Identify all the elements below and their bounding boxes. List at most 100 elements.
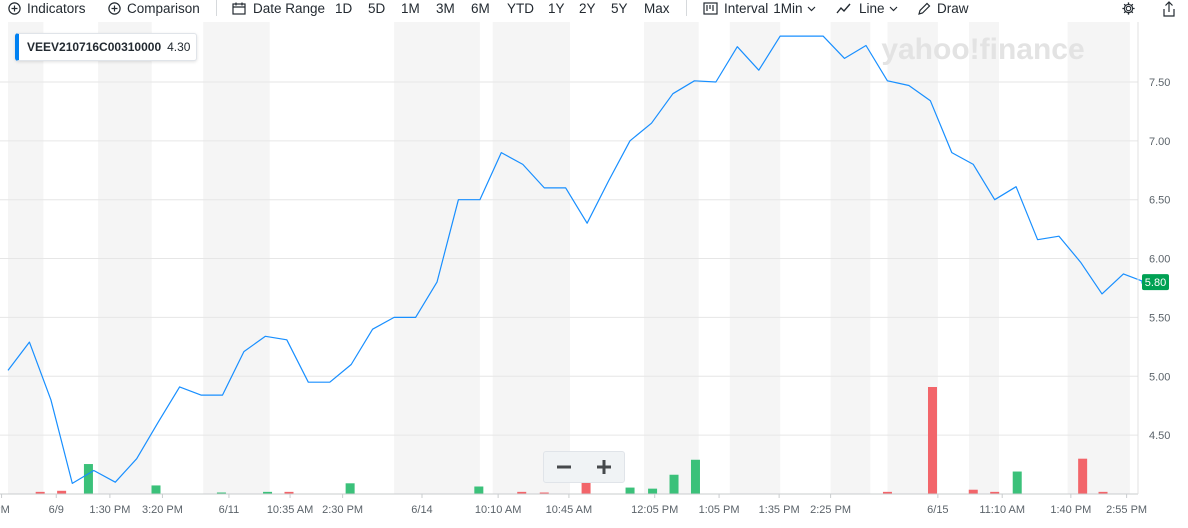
volume-bar: [345, 483, 355, 494]
volume-bar: [1012, 471, 1022, 494]
chart-toolbar: Indicators Comparison Date Range 1D 5D 1…: [0, 0, 1188, 18]
session-band: [203, 22, 270, 494]
x-tick-label: 1:40 PM: [1050, 504, 1091, 516]
x-tick-label: 6/14: [411, 504, 432, 516]
y-tick-label: 6.50: [1149, 195, 1170, 207]
gear-icon: [1122, 2, 1135, 15]
pencil-icon: [918, 2, 931, 15]
range-5d-label: 5D: [368, 1, 386, 16]
zoom-controls: [543, 451, 625, 483]
y-tick-label: 5.50: [1149, 312, 1170, 324]
volume-bar: [216, 492, 226, 494]
volume-bar: [581, 472, 591, 494]
volume-bar: [57, 490, 67, 494]
current-price-badge: [1142, 274, 1169, 291]
plus-circle-icon: [108, 2, 121, 15]
chevron-down-icon: [807, 6, 815, 11]
range-2y-button[interactable]: 2Y: [579, 0, 596, 17]
volume-bar: [1078, 458, 1088, 494]
date-range-label: Date Range: [253, 1, 326, 16]
range-1m-label: 1M: [401, 1, 420, 16]
y-tick-label: 4.50: [1149, 430, 1170, 442]
session-band: [643, 22, 699, 494]
y-tick-label: 7.50: [1149, 77, 1170, 89]
range-5d-button[interactable]: 5D: [368, 0, 385, 17]
session-band: [98, 22, 152, 494]
volume-bar: [263, 491, 273, 494]
x-tick-label: 2:55 PM: [1106, 504, 1147, 516]
session-band: [830, 22, 871, 494]
plus-circle-icon: [8, 2, 21, 15]
range-max-label: Max: [644, 1, 670, 16]
range-1d-button[interactable]: 1D: [335, 0, 352, 17]
y-tick-label: 7.00: [1149, 136, 1170, 148]
volume-bar: [648, 488, 658, 494]
range-1m-button[interactable]: 1M: [401, 0, 420, 17]
price-line: [7, 35, 1146, 484]
chevron-down-icon: [889, 6, 897, 11]
range-ytd-label: YTD: [507, 1, 534, 16]
volume-bar: [882, 491, 892, 494]
x-tick-label: 12:05 PM: [631, 504, 678, 516]
interval-dropdown[interactable]: Interval 1Min: [703, 0, 816, 17]
volume-bar: [539, 492, 549, 494]
settings-button[interactable]: [1121, 0, 1136, 17]
plus-icon: [597, 460, 611, 474]
volume-bar: [83, 464, 93, 494]
range-ytd-button[interactable]: YTD: [507, 0, 534, 17]
comparison-button[interactable]: Comparison: [108, 0, 200, 17]
volume-bar: [669, 474, 679, 494]
toolbar-divider: [216, 0, 217, 16]
volume-bar: [151, 485, 161, 494]
volume-bar: [927, 387, 937, 494]
x-tick-label: 2:30 PM: [322, 504, 363, 516]
zoom-out-button[interactable]: [544, 452, 584, 482]
range-1y-button[interactable]: 1Y: [548, 0, 565, 17]
share-button[interactable]: [1162, 0, 1176, 17]
range-6m-label: 6M: [471, 1, 490, 16]
date-range-button[interactable]: Date Range: [232, 0, 325, 17]
range-3m-label: 3M: [436, 1, 455, 16]
x-tick-label: 6/15: [927, 504, 948, 516]
draw-label: Draw: [937, 1, 969, 16]
volume-bar: [284, 491, 294, 494]
comparison-label: Comparison: [127, 1, 200, 16]
x-tick-label: 11:10 AM: [979, 504, 1025, 516]
line-chart-icon: [836, 3, 851, 13]
draw-button[interactable]: Draw: [917, 0, 969, 17]
session-band: [394, 22, 480, 494]
x-tick-label: 6/9: [49, 504, 64, 516]
indicators-button[interactable]: Indicators: [8, 0, 86, 17]
x-tick-label: 1:30 PM: [89, 504, 130, 516]
chart-type-label: Line: [859, 1, 885, 16]
x-tick-label: 10:10 AM: [475, 504, 521, 516]
interval-label: Interval: [724, 1, 769, 16]
range-3m-button[interactable]: 3M: [436, 0, 455, 17]
range-2y-label: 2Y: [579, 1, 596, 16]
legend-value: 4.30: [167, 40, 191, 54]
volume-bar: [690, 459, 700, 494]
current-price-label: 5.80: [1145, 277, 1166, 289]
zoom-in-button[interactable]: [584, 452, 624, 482]
volume-bar: [968, 489, 978, 494]
x-tick-label: 10:45 AM: [546, 504, 592, 516]
x-tick-label: 1:05 PM: [699, 504, 740, 516]
range-max-button[interactable]: Max: [644, 0, 670, 17]
session-band: [729, 22, 781, 494]
x-tick-label: 1:35 PM: [759, 504, 800, 516]
legend-symbol: VEEV210716C00310000: [27, 40, 162, 54]
indicators-label: Indicators: [27, 1, 86, 16]
range-5y-button[interactable]: 5Y: [611, 0, 628, 17]
volume-bar: [990, 491, 1000, 494]
session-band: [1067, 22, 1130, 494]
range-1d-label: 1D: [335, 1, 353, 16]
interval-value: 1Min: [773, 1, 803, 16]
volume-bar: [474, 486, 484, 494]
chart-legend[interactable]: VEEV210716C00310000 4.30: [15, 33, 198, 61]
chart-type-dropdown[interactable]: Line: [836, 0, 898, 17]
session-band: [492, 22, 570, 494]
range-6m-button[interactable]: 6M: [471, 0, 490, 17]
volume-bar: [517, 491, 527, 494]
session-band: [968, 22, 999, 494]
